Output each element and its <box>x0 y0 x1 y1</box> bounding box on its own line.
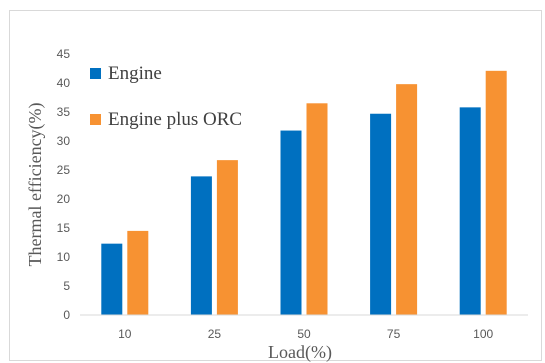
bar-engine-10 <box>101 243 123 315</box>
bar-engine-plus-orc-25 <box>216 160 238 315</box>
legend: Engine Engine plus ORC <box>90 63 242 130</box>
y-tick-label: 15 <box>57 221 71 235</box>
bar-engine-25 <box>190 176 212 315</box>
x-tick-label: 75 <box>387 327 401 341</box>
x-tick-label: 10 <box>118 327 132 341</box>
bar-engine-100 <box>459 107 481 315</box>
y-tick-label: 10 <box>57 250 71 264</box>
x-tick-label: 25 <box>208 327 222 341</box>
x-tick-label: 50 <box>297 327 311 341</box>
legend-label: Engine plus ORC <box>108 109 242 130</box>
legend-swatch <box>90 114 101 125</box>
bars <box>101 70 507 316</box>
y-tick-label: 25 <box>57 163 71 177</box>
y-axis-title: Thermal efficiency(%) <box>25 102 46 266</box>
y-axis-ticks: 0 5 10 15 20 25 30 35 40 45 <box>57 47 71 322</box>
x-tick-label: 100 <box>473 327 493 341</box>
bar-engine-plus-orc-50 <box>306 103 328 315</box>
y-tick-label: 40 <box>57 76 71 90</box>
y-tick-label: 20 <box>57 192 71 206</box>
bar-engine-50 <box>280 130 302 315</box>
x-axis-title: Load(%) <box>268 342 332 363</box>
y-tick-label: 0 <box>63 308 70 322</box>
bar-engine-75 <box>370 113 392 316</box>
y-tick-label: 30 <box>57 134 71 148</box>
x-axis-ticks: 10 25 50 75 100 <box>118 327 493 341</box>
legend-swatch <box>90 68 101 79</box>
bar-engine-plus-orc-100 <box>485 70 507 315</box>
y-tick-label: 35 <box>57 105 71 119</box>
legend-label: Engine <box>108 63 162 84</box>
y-tick-label: 5 <box>63 279 70 293</box>
bar-engine-plus-orc-10 <box>127 230 149 315</box>
y-tick-label: 45 <box>57 47 71 61</box>
bar-engine-plus-orc-75 <box>396 84 418 315</box>
